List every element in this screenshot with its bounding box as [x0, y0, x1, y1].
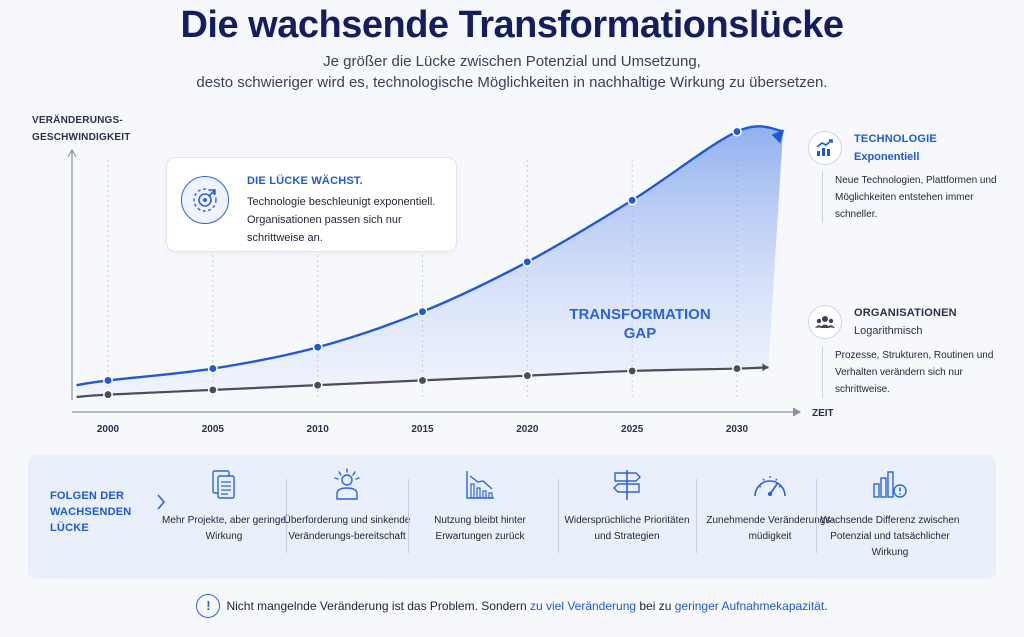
- technology-point: [103, 375, 113, 386]
- x-tick-label: 2010: [307, 424, 330, 435]
- x-tick-label: 2015: [411, 424, 434, 435]
- x-tick-label: 2030: [726, 424, 749, 435]
- consequences-heading-line-2: WACHSENDEN: [50, 506, 132, 518]
- organisations-title: ORGANISATIONEN: [854, 307, 957, 319]
- technology-point: [522, 256, 533, 267]
- divider: [408, 479, 409, 553]
- technology-point: [627, 195, 638, 206]
- y-axis-label-line-1: VERÄNDERUNGS-: [32, 115, 123, 126]
- x-tick-label: 2020: [516, 424, 539, 435]
- x-tick-label: 2005: [202, 424, 225, 435]
- consequences-panel: FOLGEN DER WACHSENDEN LÜCKE Mehr Projekt…: [28, 455, 996, 579]
- technology-point: [732, 126, 742, 137]
- technology-arrowhead: [771, 129, 785, 144]
- consequence-item-2: Überforderung und sinkende Veränderungs-…: [277, 467, 417, 545]
- x-axis-label: ZEIT: [812, 408, 834, 419]
- divider: [816, 479, 817, 553]
- overwhelmed-person-icon: [277, 467, 417, 503]
- consequence-text-4: Widersprüchliche Prioritäten und Strateg…: [564, 515, 690, 542]
- organisations-subtitle: Logarithmisch: [854, 325, 923, 337]
- organisations-text: Prozesse, Strukturen, Routinen und Verha…: [822, 347, 997, 398]
- y-axis-label-line-2: GESCHWINDIGKEIT: [32, 132, 131, 143]
- divider: [286, 479, 287, 553]
- y-axis-label: VERÄNDERUNGS- GESCHWINDIGKEIT: [32, 112, 131, 146]
- consequence-text-1: Mehr Projekte, aber geringe Wirkung: [162, 515, 286, 542]
- gauge-icon: [700, 467, 840, 503]
- divider: [558, 479, 559, 553]
- organisations-point: [207, 384, 218, 395]
- people-group-icon: [808, 305, 842, 339]
- consequence-item-5: Zunehmende Veränderungs-müdigkeit: [700, 467, 840, 545]
- footer-text-c: .: [824, 599, 828, 613]
- trend-up-chart-icon: [808, 131, 842, 165]
- exclamation-icon: !: [196, 594, 221, 618]
- technology-text: Neue Technologien, Plattformen und Mögli…: [822, 172, 997, 223]
- gap-area: [76, 126, 784, 397]
- technology-point: [312, 342, 323, 353]
- x-tick-label: 2025: [621, 424, 644, 435]
- footer-text-a: Nicht mangelnde Veränderung ist das Prob…: [226, 599, 530, 613]
- organisations-arrowhead: [762, 363, 769, 372]
- signpost-icon: [557, 467, 697, 503]
- subtitle-line-1: Je größer die Lücke zwischen Potenzial u…: [323, 53, 701, 70]
- footer-text: Nicht mangelnde Veränderung ist das Prob…: [226, 599, 827, 613]
- consequences-heading-line-1: FOLGEN DER: [50, 490, 125, 502]
- page-title: Die wachsende Transformationslücke: [180, 4, 844, 46]
- consequence-item-4: Widersprüchliche Prioritäten und Strateg…: [557, 467, 697, 545]
- organisations-point: [732, 363, 742, 374]
- gap-label-line-1: TRANSFORMATION: [569, 306, 711, 323]
- footer-note: ! Nicht mangelnde Veränderung ist das Pro…: [0, 594, 1024, 618]
- y-axis-arrow: [67, 148, 77, 158]
- subtitle-line-2: desto schwieriger wird es, technologisch…: [196, 74, 828, 91]
- gap-label: TRANSFORMATION GAP: [560, 305, 720, 343]
- callout-title: DIE LÜCKE WÄCHST.: [247, 175, 363, 187]
- callout-text: Technologie beschleunigt exponentiell. O…: [247, 196, 436, 244]
- organisations-point: [522, 370, 533, 381]
- divider: [696, 479, 697, 553]
- consequence-text-6: Wachsende Differenz zwischen Potenzial u…: [820, 515, 960, 558]
- footer-highlight-b: geringer Aufnahmekapazität: [674, 599, 825, 613]
- organisations-point: [417, 375, 428, 386]
- x-axis-arrow: [792, 407, 802, 417]
- organisations-point: [312, 380, 323, 391]
- organisations-point: [627, 365, 638, 376]
- gap-label-line-2: GAP: [623, 325, 657, 342]
- documents-icon: [154, 467, 294, 503]
- technology-point: [207, 363, 218, 374]
- technology-point: [417, 306, 428, 317]
- consequence-item-1: Mehr Projekte, aber geringe Wirkung: [154, 467, 294, 545]
- footer-highlight-a: zu viel Veränderung: [529, 599, 637, 613]
- consequence-item-6: Wachsende Differenz zwischen Potenzial u…: [820, 467, 960, 561]
- technology-subtitle: Exponentiell: [854, 151, 920, 163]
- bars-alert-icon: [820, 467, 960, 503]
- consequences-heading-line-3: LÜCKE: [50, 522, 89, 534]
- consequence-item-3: Nutzung bleibt hinter Erwartungen zurück: [410, 467, 550, 545]
- chevron-right-icon: [156, 493, 166, 516]
- target-acceleration-icon: [181, 176, 229, 224]
- gap-callout: DIE LÜCKE WÄCHST. Technologie beschleuni…: [166, 157, 457, 252]
- consequences-heading: FOLGEN DER WACHSENDEN LÜCKE: [50, 488, 131, 536]
- organisations-point: [103, 389, 113, 400]
- declining-bars-icon: [410, 467, 550, 503]
- consequence-text-2: Überforderung und sinkende Veränderungs-…: [283, 515, 411, 542]
- consequence-text-3: Nutzung bleibt hinter Erwartungen zurück: [434, 515, 526, 542]
- consequence-text-5: Zunehmende Veränderungs-müdigkeit: [706, 515, 834, 542]
- x-tick-label: 2000: [97, 424, 120, 435]
- technology-title: TECHNOLOGIE: [854, 133, 937, 145]
- footer-text-b: bei zu: [636, 599, 675, 613]
